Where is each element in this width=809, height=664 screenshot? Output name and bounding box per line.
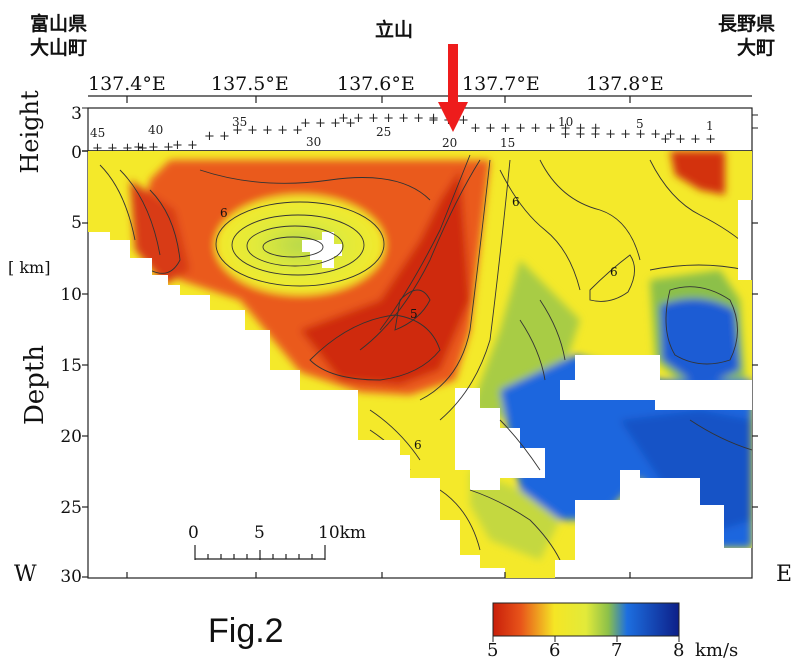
height-tick-3: 3 xyxy=(71,104,82,124)
contour-lines xyxy=(99,154,752,561)
height-tick-0: 0 xyxy=(71,143,82,163)
station-number-1: 1 xyxy=(706,119,714,133)
figure-label: Fig.2 xyxy=(208,612,284,650)
unit-label: [ km] xyxy=(8,258,51,277)
colorbar-tick-5: 5 xyxy=(487,640,499,661)
contour-label-4: 6 xyxy=(610,265,618,279)
lon-label-1: 137.4°E xyxy=(88,73,166,95)
station-number-30: 30 xyxy=(306,135,321,149)
svg-text:+ + + + +: + + + + + xyxy=(232,123,303,138)
colorbar xyxy=(492,602,680,637)
depth-tick-5: 5 xyxy=(71,213,82,233)
svg-text:+ +: + + xyxy=(172,138,198,153)
place-right-line2: 大町 xyxy=(737,37,776,59)
station-number-45: 45 xyxy=(90,126,105,140)
contour-label-3: 5 xyxy=(410,307,418,321)
station-number-20: 20 xyxy=(442,136,457,150)
east-label: E xyxy=(776,562,793,587)
west-label: W xyxy=(14,562,37,587)
place-left-line1: 富山県 xyxy=(30,13,88,35)
station-number-25: 25 xyxy=(376,125,391,139)
colorbar-tick-8: 8 xyxy=(673,640,685,661)
place-right: 長野県 大町 xyxy=(718,12,775,60)
svg-text:+ + + + + + + +: + + + + + + + + xyxy=(560,127,676,142)
scale-bar xyxy=(194,545,326,560)
lon-label-5: 137.8°E xyxy=(586,73,664,95)
station-number-40: 40 xyxy=(148,123,163,137)
colorbar-tick-7: 7 xyxy=(611,640,623,661)
colorbar-unit: km/s xyxy=(695,640,739,661)
depth-tick-15: 15 xyxy=(60,356,82,376)
svg-text:+ + + + + + +: + + + + + + + xyxy=(338,111,439,126)
top-axis xyxy=(88,95,752,103)
depth-tick-25: 25 xyxy=(60,498,82,518)
contour-label-5: 6 xyxy=(414,438,422,452)
contour-label-2: 6 xyxy=(512,195,520,209)
svg-text:+ + + +: + + + + xyxy=(660,132,716,147)
tateyama-arrow-icon xyxy=(438,44,468,132)
lon-label-3: 137.6°E xyxy=(337,73,415,95)
depth-tick-20: 20 xyxy=(60,427,82,447)
svg-text:+ + + + + + + + +: + + + + + + + + + xyxy=(470,121,601,136)
lon-label-4: 137.7°E xyxy=(462,73,540,95)
place-center: 立山 xyxy=(375,19,414,41)
svg-text:+ +: + + xyxy=(204,129,230,144)
station-number-10: 10 xyxy=(558,115,573,129)
scale-label-5: 5 xyxy=(254,523,265,543)
contour-label-1: 6 xyxy=(220,206,228,220)
depth-tick-30: 30 xyxy=(60,567,82,587)
station-number-35: 35 xyxy=(232,115,247,129)
lon-label-2: 137.5°E xyxy=(211,73,289,95)
station-number-5: 5 xyxy=(636,117,644,131)
scale-label-0: 0 xyxy=(188,523,199,543)
svg-text:+ + + +: + + + + xyxy=(300,116,356,131)
depth-axis-ticks xyxy=(82,222,758,578)
depth-tick-10: 10 xyxy=(60,285,82,305)
station-number-15: 15 xyxy=(500,136,515,150)
place-left: 富山県 大山町 xyxy=(30,12,87,60)
scale-label-10km: 10km xyxy=(318,523,366,543)
place-left-line2: 大山町 xyxy=(30,37,88,59)
colorbar-tick-6: 6 xyxy=(549,640,561,661)
height-strip xyxy=(87,107,753,152)
place-right-line1: 長野県 xyxy=(718,13,776,35)
